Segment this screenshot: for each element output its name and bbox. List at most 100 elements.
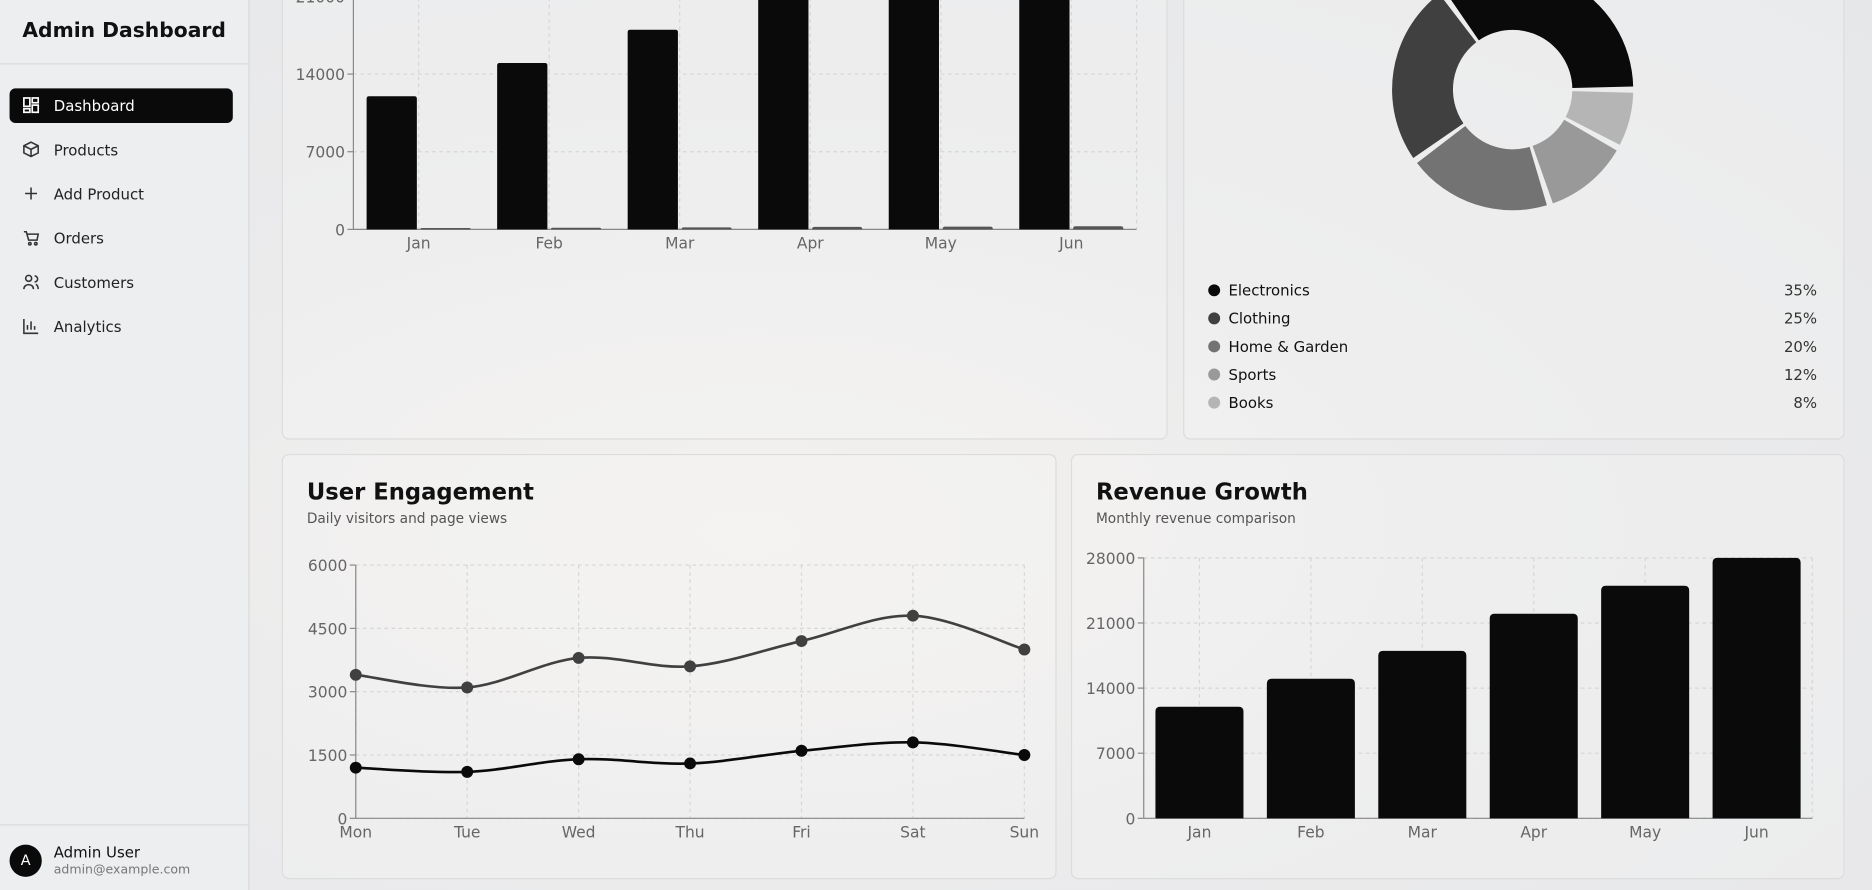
nav-item[interactable]: Products [10, 133, 233, 168]
bar [681, 227, 732, 230]
legend-value: 8% [1793, 394, 1817, 412]
icon [23, 141, 39, 158]
bar [550, 227, 602, 230]
nav-item[interactable]: Add Product [10, 177, 233, 212]
x-tick-label: Jan [406, 234, 431, 252]
pie-slice [1532, 119, 1617, 204]
point [349, 668, 362, 681]
point [795, 635, 808, 648]
bar [1489, 613, 1578, 819]
card-subtitle: Daily visitors and page views [307, 511, 507, 527]
x-tick-label: Mon [339, 823, 372, 841]
avatar: A [9, 844, 42, 877]
y-tick-label: 28000 [1086, 550, 1135, 568]
x-tick-label: Fri [792, 823, 810, 841]
bar [627, 29, 678, 230]
pie-slice [1565, 91, 1634, 145]
point [572, 651, 585, 664]
bar [942, 226, 993, 230]
point [1018, 749, 1031, 761]
legend-value: 25% [1784, 310, 1817, 328]
point [684, 757, 697, 770]
pie-slice [1451, 0, 1634, 89]
x-tick-label: Mar [665, 234, 695, 252]
bar [1601, 585, 1690, 819]
nav-item[interactable]: Orders [10, 221, 233, 256]
bar [1266, 678, 1355, 819]
card-subtitle: Monthly revenue comparison [1096, 511, 1296, 527]
x-tick-label: Apr [1520, 823, 1547, 841]
legend-dot [1208, 396, 1221, 409]
bar [1019, 0, 1070, 230]
divider [0, 824, 249, 826]
bar [1712, 557, 1801, 819]
y-tick-label: 0 [335, 221, 345, 239]
bar [1073, 226, 1124, 230]
y-tick-label: 6000 [308, 557, 347, 575]
x-tick-label: Feb [1297, 823, 1324, 841]
point [906, 736, 919, 749]
y-tick-label: 7000 [306, 144, 345, 162]
y-tick-label: 0 [338, 810, 348, 828]
point [572, 753, 585, 766]
bar [888, 0, 939, 230]
legend-label: Sports [1229, 366, 1277, 384]
point [684, 660, 697, 673]
point [906, 609, 919, 622]
bar [758, 0, 809, 230]
icon [23, 274, 39, 290]
x-tick-label: Apr [797, 234, 824, 252]
divider [0, 63, 249, 65]
nav-label: Customers [53, 273, 134, 292]
nav-label: Orders [53, 229, 104, 248]
point [461, 681, 474, 694]
y-tick-label: 21000 [296, 0, 345, 6]
x-tick-label: Sat [900, 823, 925, 841]
legend-dot [1208, 340, 1221, 353]
nav-label: Products [53, 140, 119, 159]
pie-slice [1416, 125, 1547, 211]
legend-dot [1208, 312, 1221, 325]
y-tick-label: 7000 [1096, 745, 1135, 763]
nav-item[interactable]: Dashboard [9, 88, 233, 124]
legend-label: Electronics [1229, 282, 1310, 300]
icon [23, 97, 40, 114]
bar [1378, 650, 1467, 819]
legend-label: Home & Garden [1229, 338, 1349, 356]
icon [25, 187, 38, 200]
x-tick-label: Jan [1186, 823, 1211, 841]
nav-item[interactable]: Analytics [10, 309, 233, 344]
legend-dot [1208, 368, 1221, 381]
x-tick-label: May [925, 234, 957, 252]
icon [23, 230, 40, 246]
x-tick-label: Feb [535, 234, 562, 252]
bar [366, 96, 417, 230]
nav-label: Add Product [53, 185, 145, 204]
y-tick-label: 14000 [296, 66, 345, 84]
x-tick-label: May [1629, 823, 1661, 841]
card-title: Revenue Growth [1096, 479, 1308, 505]
app-title: Admin Dashboard [22, 19, 226, 44]
icon [23, 318, 39, 335]
y-tick-label: 14000 [1086, 680, 1135, 698]
sidebar: Admin Dashboard Dashboard Products Add P… [0, 0, 250, 890]
card [1183, 0, 1845, 440]
user-email: admin@example.com [53, 862, 191, 877]
legend-label: Clothing [1229, 310, 1291, 328]
pie-slice [1392, 0, 1477, 158]
legend-value: 35% [1784, 282, 1817, 300]
y-tick-label: 3000 [308, 684, 347, 702]
x-tick-label: Sun [1010, 823, 1040, 841]
point [1018, 643, 1031, 656]
x-tick-label: Tue [453, 823, 481, 841]
nav-label: Dashboard [53, 96, 135, 115]
point [461, 765, 474, 778]
bar [1155, 706, 1244, 819]
card-title: User Engagement [307, 479, 534, 505]
bar [420, 228, 471, 230]
nav-item[interactable]: Customers [10, 265, 233, 300]
x-tick-label: Jun [1058, 234, 1083, 252]
